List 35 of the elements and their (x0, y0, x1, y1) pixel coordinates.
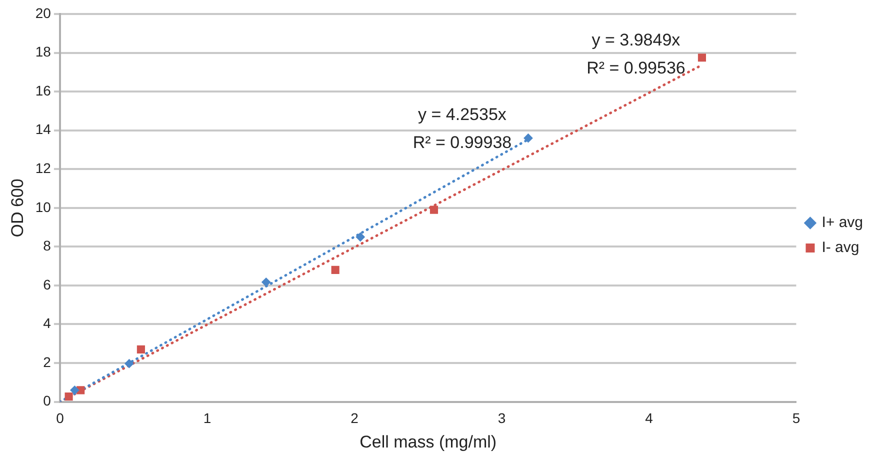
point (64, 392, 73, 401)
x-tick-label: 1 (203, 410, 212, 426)
y-tick-label: 16 (35, 82, 52, 98)
y-tick-label: 14 (35, 121, 52, 138)
y-axis-title: OD 600 (8, 178, 27, 238)
point (356, 232, 365, 242)
annotation: R² = 0.99938 (412, 133, 512, 152)
y-tick-label: 18 (35, 44, 52, 60)
annotation: y = 4.2535x (418, 105, 507, 124)
x-axis-title: Cell mass (mg/ml) (360, 432, 497, 452)
x-tick-label: 3 (498, 410, 506, 426)
y-tick-label: 20 (35, 4, 52, 21)
x-tick-label: 5 (792, 410, 800, 426)
annotation: y = 3.9849x (592, 30, 681, 50)
legend-label: I- avg (822, 239, 860, 256)
y-tick-label: 8 (43, 238, 52, 254)
y-tick-label: 2 (43, 354, 52, 370)
point (698, 54, 706, 62)
x-tick-label: 4 (645, 410, 654, 426)
point (136, 345, 145, 354)
y-tick-label: 10 (35, 198, 52, 215)
point (70, 386, 80, 395)
point (124, 359, 134, 368)
y-tick-label: 4 (43, 315, 52, 332)
y-tick-label: 6 (43, 276, 52, 292)
annotation: R² = 0.99536 (586, 58, 686, 78)
point (430, 206, 438, 214)
point (331, 266, 340, 274)
x-tick-label: 2 (350, 410, 359, 426)
y-tick-label: 0 (43, 392, 52, 409)
y-tick-label: 12 (35, 160, 52, 176)
point (262, 278, 271, 287)
legend-label: I+ avg (822, 214, 863, 232)
point (524, 134, 533, 143)
x-tick-label: 0 (56, 410, 64, 426)
